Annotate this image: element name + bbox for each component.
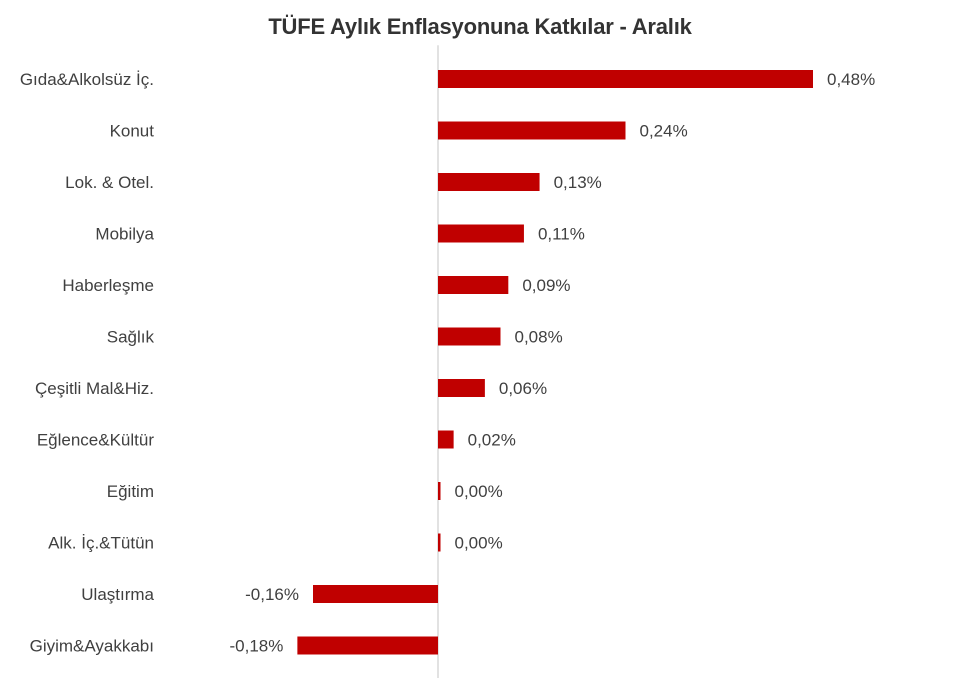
data-label: 0,02% bbox=[468, 431, 516, 450]
data-label: 0,00% bbox=[455, 534, 503, 553]
bar bbox=[297, 636, 438, 655]
category-label: Gıda&Alkolsüz İç. bbox=[20, 70, 154, 89]
category-label: Alk. İç.&Tütün bbox=[48, 534, 154, 553]
bar bbox=[438, 224, 524, 243]
data-label: 0,24% bbox=[640, 122, 688, 141]
category-label: Eğlence&Kültür bbox=[37, 431, 155, 450]
data-label: 0,13% bbox=[554, 173, 602, 192]
bar bbox=[438, 482, 441, 500]
bar bbox=[438, 173, 540, 191]
bar bbox=[438, 430, 454, 449]
category-label: Konut bbox=[110, 122, 155, 141]
category-label: Mobilya bbox=[95, 225, 154, 244]
category-label: Lok. & Otel. bbox=[65, 173, 154, 192]
data-label: 0,11% bbox=[538, 225, 585, 244]
data-label: 0,09% bbox=[522, 276, 570, 295]
data-label: 0,00% bbox=[455, 482, 503, 501]
bar bbox=[313, 585, 438, 603]
data-label: 0,06% bbox=[499, 379, 547, 398]
chart-title: TÜFE Aylık Enflasyonuna Katkılar - Aralı… bbox=[268, 14, 692, 39]
data-label: -0,18% bbox=[230, 637, 284, 656]
bar bbox=[438, 70, 813, 88]
bar bbox=[438, 379, 485, 397]
category-label: Giyim&Ayakkabı bbox=[30, 637, 154, 656]
data-label: -0,16% bbox=[245, 585, 299, 604]
category-label: Haberleşme bbox=[62, 276, 154, 295]
category-label: Eğitim bbox=[107, 482, 154, 501]
data-label: 0,48% bbox=[827, 70, 875, 89]
bar bbox=[438, 276, 509, 294]
bar bbox=[438, 327, 501, 346]
category-label: Ulaştırma bbox=[81, 585, 154, 604]
category-label: Sağlık bbox=[107, 328, 155, 347]
bar bbox=[438, 533, 441, 552]
data-label: 0,08% bbox=[515, 328, 563, 347]
bar bbox=[438, 121, 626, 140]
category-label: Çeşitli Mal&Hiz. bbox=[35, 379, 154, 398]
